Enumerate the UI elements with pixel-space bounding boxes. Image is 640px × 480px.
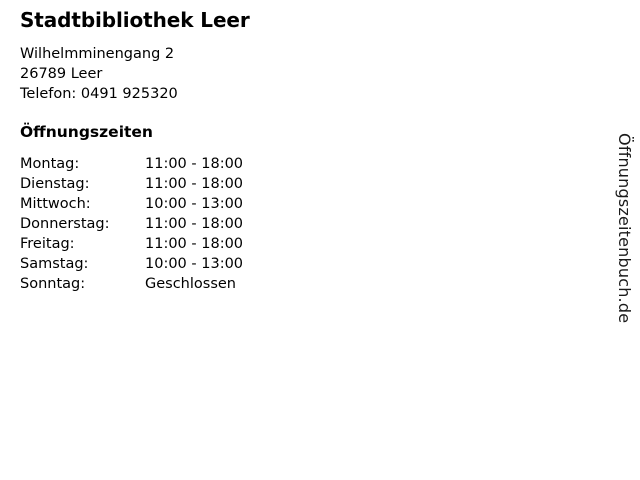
day-hours: 11:00 - 18:00 (145, 176, 244, 192)
day-label: Freitag: (20, 236, 75, 252)
day-label: Mittwoch: (20, 196, 91, 212)
table-row: Samstag: 10:00 - 13:00 (20, 254, 305, 274)
site-watermark: Öffnungszeitenbuch.de (615, 133, 634, 324)
table-row: Montag: 11:00 - 18:00 (20, 154, 305, 174)
table-row: Mittwoch: 10:00 - 13:00 (20, 194, 305, 214)
day-hours: Geschlossen (145, 276, 236, 292)
address-street: Wilhelmminengang 2 (20, 46, 175, 62)
opening-hours-body: Montag: 11:00 - 18:00 Dienstag: 11:00 - … (20, 154, 305, 294)
day-label: Samstag: (20, 256, 89, 272)
opening-hours-heading: Öffnungszeiten (20, 123, 153, 141)
day-hours: 11:00 - 18:00 (145, 156, 244, 172)
table-row: Freitag: 11:00 - 18:00 (20, 234, 305, 254)
day-label: Donnerstag: (20, 216, 110, 232)
address-block: Wilhelmminengang 2 26789 Leer Telefon: 0… (20, 44, 580, 104)
table-row: Sonntag: Geschlossen (20, 274, 305, 294)
day-label: Montag: (20, 156, 80, 172)
day-hours: 11:00 - 18:00 (145, 216, 244, 232)
day-hours: 10:00 - 13:00 (145, 256, 244, 272)
table-row: Dienstag: 11:00 - 18:00 (20, 174, 305, 194)
day-hours: 11:00 - 18:00 (145, 236, 244, 252)
address-city: 26789 Leer (20, 66, 103, 82)
day-label: Sonntag: (20, 276, 86, 292)
opening-hours-table: Montag: 11:00 - 18:00 Dienstag: 11:00 - … (20, 154, 305, 294)
table-row: Donnerstag: 11:00 - 18:00 (20, 214, 305, 234)
day-hours: 10:00 - 13:00 (145, 196, 244, 212)
info-card: Stadtbibliothek Leer Wilhelmminengang 2 … (20, 8, 580, 294)
page-title: Stadtbibliothek Leer (20, 8, 250, 32)
address-phone: Telefon: 0491 925320 (20, 86, 178, 102)
day-label: Dienstag: (20, 176, 90, 192)
